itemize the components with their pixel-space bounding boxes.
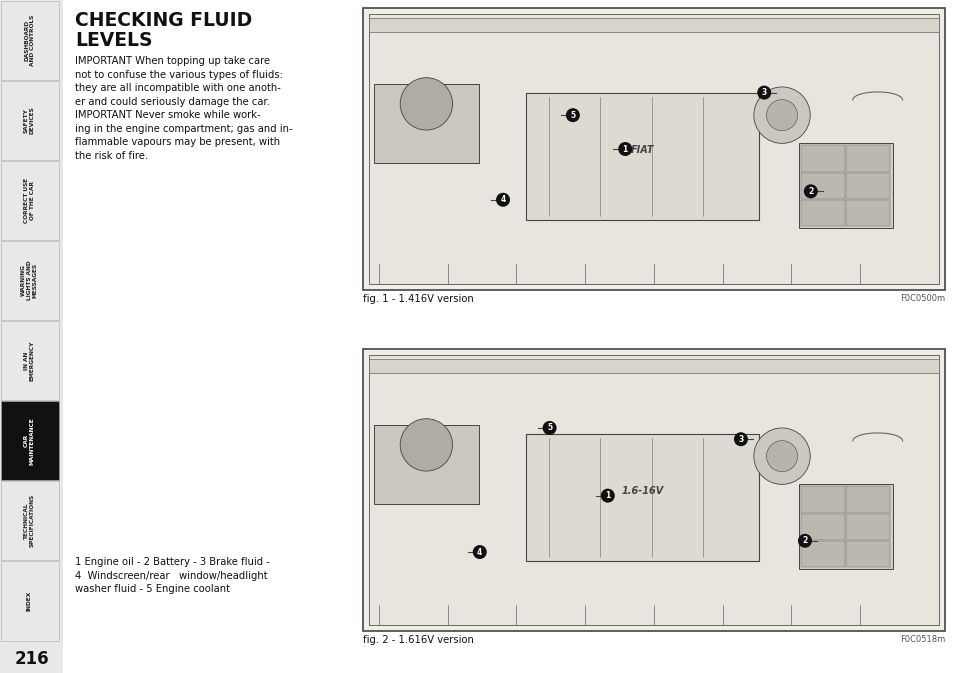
Text: LEVELS: LEVELS xyxy=(75,31,152,50)
Bar xyxy=(845,541,889,567)
Text: 2: 2 xyxy=(801,536,807,545)
Text: CORRECT USE
OF THE CAR: CORRECT USE OF THE CAR xyxy=(24,178,35,223)
Circle shape xyxy=(473,545,486,559)
Bar xyxy=(1,1,59,79)
Bar xyxy=(801,200,844,226)
Bar xyxy=(845,145,889,172)
Bar xyxy=(374,425,478,504)
Bar xyxy=(525,433,758,561)
Bar xyxy=(1,241,59,320)
Circle shape xyxy=(797,534,811,548)
Bar xyxy=(801,541,844,567)
Text: TECHNICAL
SPECIFICATIONS: TECHNICAL SPECIFICATIONS xyxy=(24,494,35,547)
Circle shape xyxy=(753,87,809,143)
Text: 5: 5 xyxy=(546,423,552,433)
Circle shape xyxy=(399,419,452,471)
Text: FIAT: FIAT xyxy=(630,145,654,155)
Bar xyxy=(369,359,938,373)
Bar xyxy=(1,561,59,641)
Bar xyxy=(525,93,758,219)
Text: DASHBOARD
AND CONTROLS: DASHBOARD AND CONTROLS xyxy=(24,14,35,66)
Bar xyxy=(845,172,889,199)
Bar xyxy=(845,200,889,226)
Bar xyxy=(845,513,889,540)
Text: 4: 4 xyxy=(500,195,505,205)
Text: 4: 4 xyxy=(476,548,482,557)
Text: IN AN
EMERGENCY: IN AN EMERGENCY xyxy=(24,341,35,381)
Text: 216: 216 xyxy=(14,650,49,668)
Circle shape xyxy=(803,184,817,199)
Circle shape xyxy=(565,108,579,122)
Bar xyxy=(0,0,63,673)
Text: IMPORTANT When topping up take care
not to confuse the various types of fluids:
: IMPORTANT When topping up take care not … xyxy=(75,56,283,107)
Bar xyxy=(801,172,844,199)
Bar xyxy=(799,485,892,569)
Text: fig. 1 - 1.416V version: fig. 1 - 1.416V version xyxy=(363,294,474,304)
Circle shape xyxy=(600,489,614,503)
Circle shape xyxy=(399,77,452,130)
Text: 5: 5 xyxy=(570,110,575,120)
Text: fig. 2 - 1.616V version: fig. 2 - 1.616V version xyxy=(363,635,474,645)
Circle shape xyxy=(765,100,797,131)
Bar xyxy=(374,84,478,163)
Bar xyxy=(369,14,938,284)
Bar xyxy=(363,8,944,290)
Circle shape xyxy=(542,421,556,435)
Circle shape xyxy=(753,428,809,485)
Text: 3: 3 xyxy=(760,88,766,97)
Bar xyxy=(369,355,938,625)
Bar xyxy=(801,487,844,513)
Bar xyxy=(1,481,59,561)
Circle shape xyxy=(765,441,797,472)
Text: CAR
MAINTENANCE: CAR MAINTENANCE xyxy=(24,417,35,464)
Bar xyxy=(1,401,59,481)
Text: 1 Engine oil - 2 Battery - 3 Brake fluid -
4  Windscreen/rear   window/headlight: 1 Engine oil - 2 Battery - 3 Brake fluid… xyxy=(75,557,270,594)
Circle shape xyxy=(618,142,632,156)
Bar xyxy=(1,81,59,160)
Circle shape xyxy=(757,85,770,100)
Bar xyxy=(801,145,844,172)
Text: F0C0500m: F0C0500m xyxy=(899,294,944,303)
Text: 1: 1 xyxy=(622,145,627,153)
Text: 3: 3 xyxy=(738,435,742,444)
Text: 1.6-16V: 1.6-16V xyxy=(620,486,662,496)
Text: 1: 1 xyxy=(604,491,610,500)
Text: WARNING
LIGHTS AND
MESSAGES: WARNING LIGHTS AND MESSAGES xyxy=(21,260,38,300)
Text: SAFETY
DEVICES: SAFETY DEVICES xyxy=(24,106,35,134)
Text: IMPORTANT Never smoke while work-
ing in the engine compartment; gas and in-
fla: IMPORTANT Never smoke while work- ing in… xyxy=(75,110,293,161)
Text: 2: 2 xyxy=(807,187,813,196)
Bar xyxy=(845,487,889,513)
Bar xyxy=(1,321,59,400)
Bar xyxy=(363,349,944,631)
Bar xyxy=(801,513,844,540)
Text: INDEX: INDEX xyxy=(27,591,32,611)
Circle shape xyxy=(496,192,510,207)
Bar xyxy=(799,143,892,228)
Text: CHECKING FLUID: CHECKING FLUID xyxy=(75,11,252,30)
Circle shape xyxy=(733,432,747,446)
Bar xyxy=(369,18,938,32)
Text: F0C0518m: F0C0518m xyxy=(899,635,944,644)
Bar xyxy=(1,161,59,240)
